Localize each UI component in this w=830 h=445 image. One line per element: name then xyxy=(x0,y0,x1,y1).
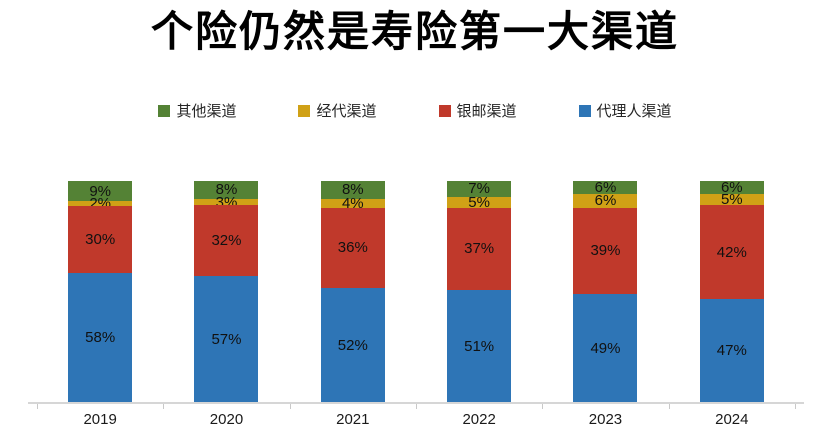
stacked-bar-2023: 6% 6% 39% 49% xyxy=(573,179,638,403)
legend-item: 经代渠道 xyxy=(298,100,377,121)
segment-value-label: 4% xyxy=(341,194,364,212)
bar-column-2022: 7% 5% 37% 51% xyxy=(416,181,542,403)
axis-tick xyxy=(37,404,38,409)
bar-column-2021: 8% 4% 36% 52% xyxy=(290,181,416,403)
axis-tick xyxy=(795,404,796,409)
x-axis-label: 2019 xyxy=(83,411,117,428)
x-axis-label: 2022 xyxy=(462,411,496,428)
legend-label: 经代渠道 xyxy=(316,103,377,120)
bar-column-2020: 8% 3% 32% 57% xyxy=(163,181,289,403)
segment-value-label: 49% xyxy=(590,340,621,358)
x-axis-label: 2020 xyxy=(209,411,244,428)
segment-value-label: 51% xyxy=(464,337,495,355)
x-axis-label: 2024 xyxy=(715,411,749,428)
bar-segment-brokerage: 4% xyxy=(320,194,385,212)
x-axis-labels: 2019 2020 2021 2022 2023 2024 xyxy=(37,411,795,428)
bar-segment-brokerage: 6% xyxy=(573,192,638,210)
stacked-bar-2021: 8% 4% 36% 52% xyxy=(320,181,385,403)
x-axis-label: 2021 xyxy=(336,411,370,428)
segment-value-label: 57% xyxy=(211,331,242,349)
segment-value-label: 47% xyxy=(716,342,747,360)
segment-value-label: 8% xyxy=(341,181,364,199)
stacked-bar-plot: 9% 2% 30% 58% 8% 3% 32% 57% 8% 4% 36% 52% 7% 5% 37% 51%… xyxy=(37,179,795,403)
segment-value-label: 5% xyxy=(720,191,743,209)
bar-segment-bancassurance: 36% xyxy=(320,207,385,288)
legend-item: 银邮渠道 xyxy=(438,100,517,121)
bar-segment-agent: 47% xyxy=(699,298,764,403)
legend-swatch-icon xyxy=(298,104,311,117)
segment-value-label: 5% xyxy=(468,193,490,211)
bar-segment-agent: 58% xyxy=(68,272,133,403)
bar-segment-brokerage: 5% xyxy=(699,191,764,209)
axis-tick xyxy=(416,404,417,409)
bar-segment-other: 8% xyxy=(320,181,385,199)
axis-tick xyxy=(542,404,544,409)
bar-segment-agent: 52% xyxy=(320,287,385,403)
bar-segment-bancassurance: 32% xyxy=(194,205,259,277)
bar-segment-agent: 57% xyxy=(194,276,259,403)
segment-value-label: 6% xyxy=(720,179,743,197)
stacked-bar-2024: 6% 5% 42% 47% xyxy=(699,179,764,403)
bar-column-2023: 6% 6% 39% 49% xyxy=(542,179,668,403)
segment-value-label: 58% xyxy=(85,329,116,347)
legend-swatch-icon xyxy=(578,104,591,117)
legend-item: 代理人渠道 xyxy=(578,100,672,121)
bar-segment-other: 8% xyxy=(194,181,259,199)
segment-value-label: 6% xyxy=(594,192,617,210)
axis-tick xyxy=(289,404,291,409)
legend-label: 代理人渠道 xyxy=(596,103,672,120)
bar-segment-bancassurance: 39% xyxy=(573,207,638,295)
legend-swatch-icon xyxy=(158,104,171,117)
x-axis-line xyxy=(28,402,804,404)
bar-segment-other: 6% xyxy=(573,179,638,197)
segment-value-label: 36% xyxy=(337,239,368,257)
segment-value-label: 9% xyxy=(89,182,111,200)
segment-value-label: 6% xyxy=(594,179,617,197)
bar-column-2024: 6% 5% 42% 47% xyxy=(669,179,795,403)
chart-title: 个险仍然是寿险第一大渠道 xyxy=(150,8,679,55)
legend-swatch-icon xyxy=(438,104,451,117)
axis-tick xyxy=(163,404,165,409)
stacked-bar-2020: 8% 3% 32% 57% xyxy=(194,181,259,403)
segment-value-label: 32% xyxy=(211,232,242,250)
bar-column-2019: 9% 2% 30% 58% xyxy=(37,181,163,403)
legend-item: 其他渠道 xyxy=(158,100,236,121)
segment-value-label: 39% xyxy=(590,242,621,260)
bar-segment-brokerage: 3% xyxy=(194,195,259,210)
axis-tick xyxy=(668,404,670,409)
stacked-bar-2019: 9% 2% 30% 58% xyxy=(68,181,133,403)
bar-segment-brokerage: 5% xyxy=(447,193,512,211)
legend-label: 其他渠道 xyxy=(176,103,237,120)
segment-value-label: 37% xyxy=(464,240,495,258)
segment-value-label: 7% xyxy=(468,180,490,198)
bar-segment-agent: 51% xyxy=(447,289,512,403)
segment-value-label: 30% xyxy=(85,230,116,248)
legend-label: 银邮渠道 xyxy=(456,103,517,120)
bar-segment-agent: 49% xyxy=(573,294,638,403)
bar-segment-other: 6% xyxy=(699,179,764,197)
bar-segment-bancassurance: 37% xyxy=(447,207,512,290)
bar-segment-other: 7% xyxy=(447,180,512,198)
segment-value-label: 52% xyxy=(337,336,368,354)
segment-value-label: 8% xyxy=(215,181,238,199)
bar-segment-bancassurance: 42% xyxy=(699,205,764,299)
bar-segment-other: 9% xyxy=(68,181,133,202)
bar-segment-bancassurance: 30% xyxy=(68,205,133,273)
legend: 其他渠道 经代渠道 银邮渠道 代理人渠道 xyxy=(0,100,830,121)
stacked-bar-2022: 7% 5% 37% 51% xyxy=(447,180,512,403)
x-axis-label: 2023 xyxy=(588,411,623,428)
segment-value-label: 42% xyxy=(716,243,747,261)
